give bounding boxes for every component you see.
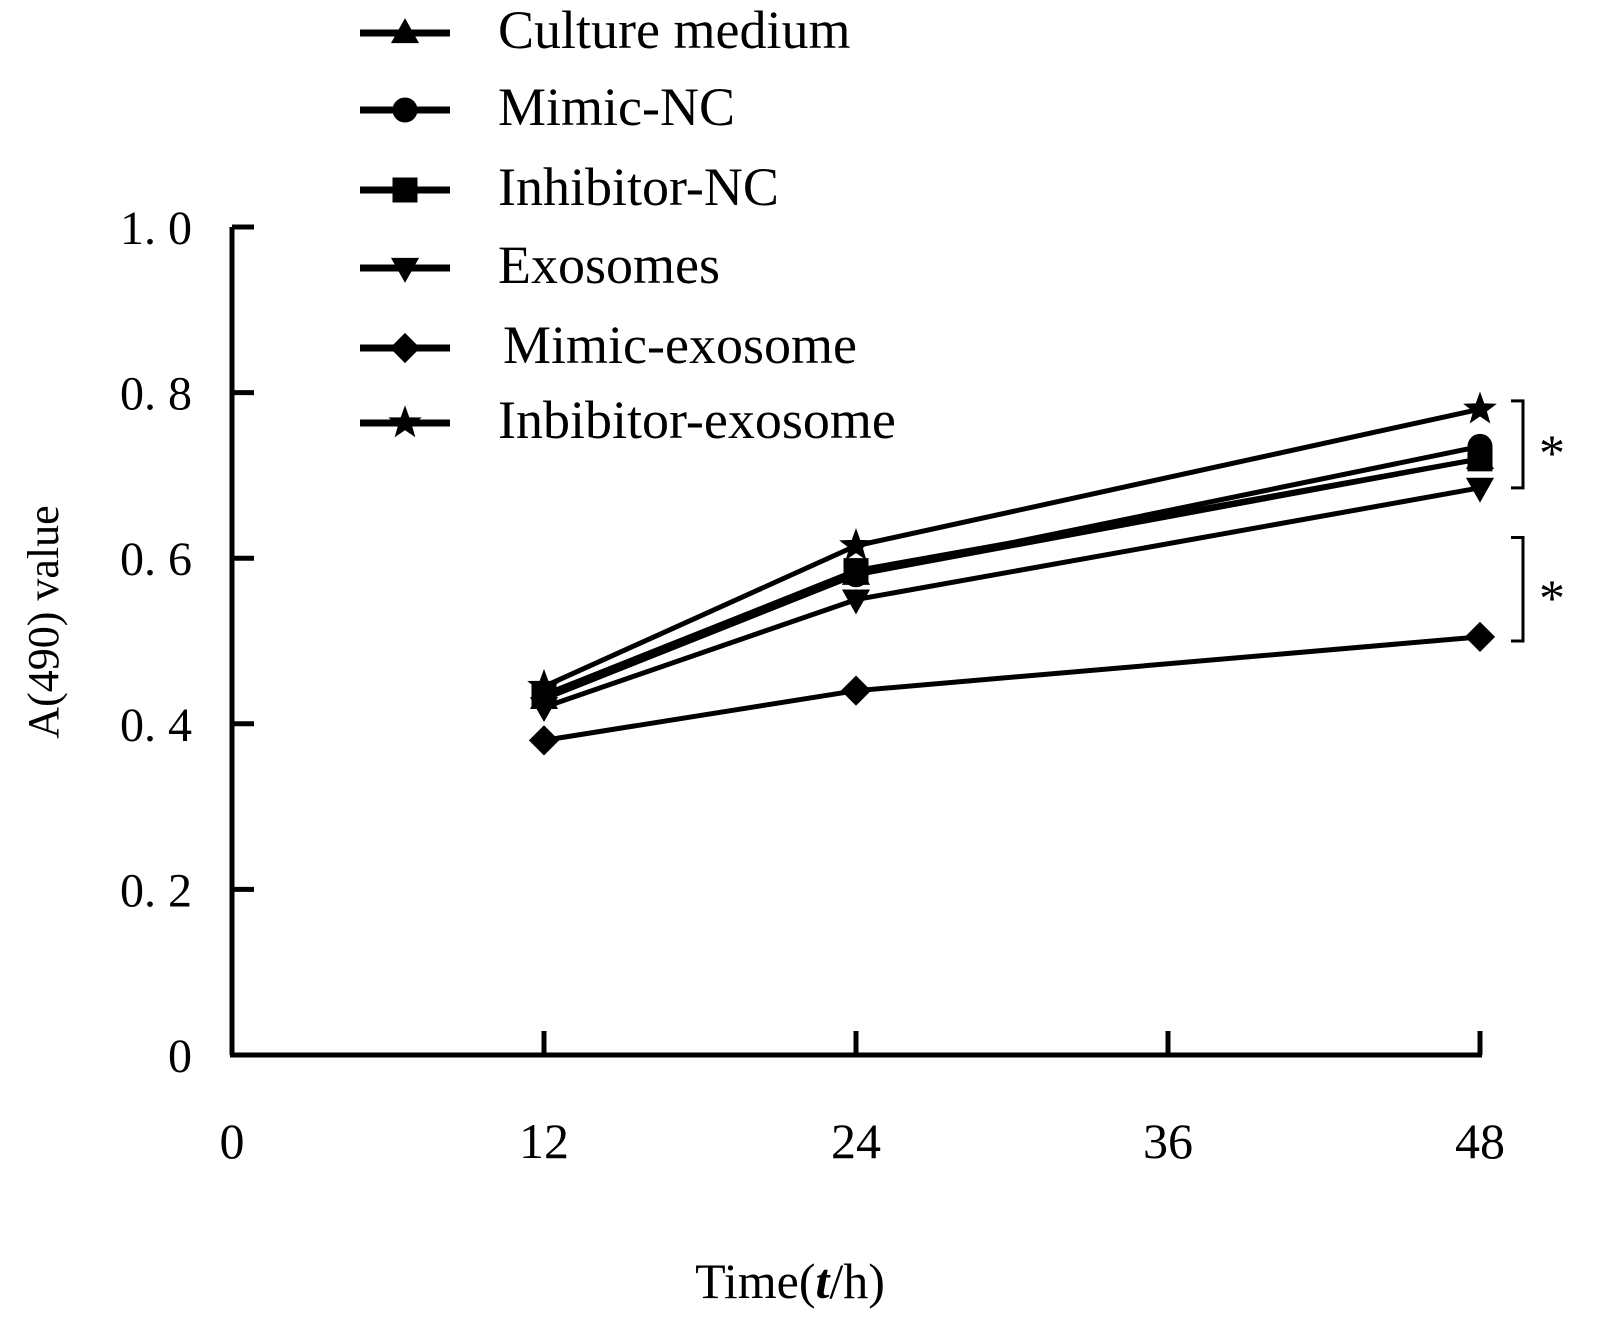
axes: 0 0. 2 0. 4 0. 6 0. 8 1. 0 0 12 24 36 48 [120, 202, 1505, 1169]
legend: Culture medium Mimic-NC Inhibitor-NC Exosom… [360, 0, 896, 450]
significance-star: * [1539, 570, 1565, 627]
legend-item: Exosomes [360, 235, 720, 295]
y-tick-label: 0. 4 [120, 699, 192, 752]
legend-label: Inbibitor-exosome [498, 390, 896, 450]
legend-marker [390, 257, 420, 283]
x-axis-title: Time(t/h) [695, 1253, 885, 1309]
series-inbibitor-exosome [527, 391, 1497, 701]
legend-item: Inbibitor-exosome [360, 390, 896, 450]
data-point [843, 558, 869, 584]
legend-label: Mimic-exosome [503, 315, 857, 375]
data-point [528, 725, 560, 756]
series-exosomes [529, 477, 1495, 723]
y-axis-title: A(490) value [19, 505, 68, 738]
data-point [841, 589, 871, 615]
data-point [527, 668, 561, 701]
legend-marker [389, 332, 421, 364]
y-tick-label: 1. 0 [120, 202, 192, 255]
data-point [840, 675, 872, 706]
series-line [543, 456, 1481, 702]
significance-star: * [1539, 425, 1565, 482]
legend-label: Exosomes [498, 235, 720, 295]
significance-bracket [1511, 399, 1525, 490]
legend-item: Mimic-exosome [360, 315, 857, 375]
legend-item: Mimic-NC [360, 77, 735, 137]
legend-marker [390, 18, 420, 44]
x-tick-label: 36 [1143, 1113, 1193, 1169]
y-tick-label: 0. 2 [120, 864, 192, 917]
legend-marker [392, 177, 418, 203]
legend-item: Culture medium [360, 0, 850, 60]
significance-annotations: ** [1511, 399, 1565, 643]
legend-label: Culture medium [498, 0, 850, 60]
y-tick-label: 0. 6 [120, 533, 192, 586]
legend-label: Inhibitor-NC [498, 157, 779, 217]
y-tick-label: 0. 8 [120, 368, 192, 421]
x-tick-label: 0 [220, 1113, 245, 1169]
legend-label: Mimic-NC [498, 77, 735, 137]
data-point [1467, 446, 1493, 472]
legend-marker [392, 97, 418, 123]
legend-item: Inhibitor-NC [360, 157, 779, 217]
x-tick-label: 48 [1455, 1113, 1505, 1169]
series-line [543, 634, 1481, 743]
data-point [1463, 391, 1497, 424]
legend-marker [388, 405, 422, 438]
x-tick-label: 24 [831, 1113, 881, 1169]
data-point [1464, 621, 1496, 652]
series-line [543, 485, 1481, 710]
significance-bracket [1511, 536, 1525, 643]
y-tick-label: 0 [168, 1030, 192, 1083]
data-point [839, 528, 873, 561]
series-mimic-exosome [528, 621, 1496, 756]
data-point [1465, 477, 1495, 503]
data-point [529, 697, 559, 723]
x-tick-label: 12 [519, 1113, 569, 1169]
series-layer [527, 391, 1497, 756]
